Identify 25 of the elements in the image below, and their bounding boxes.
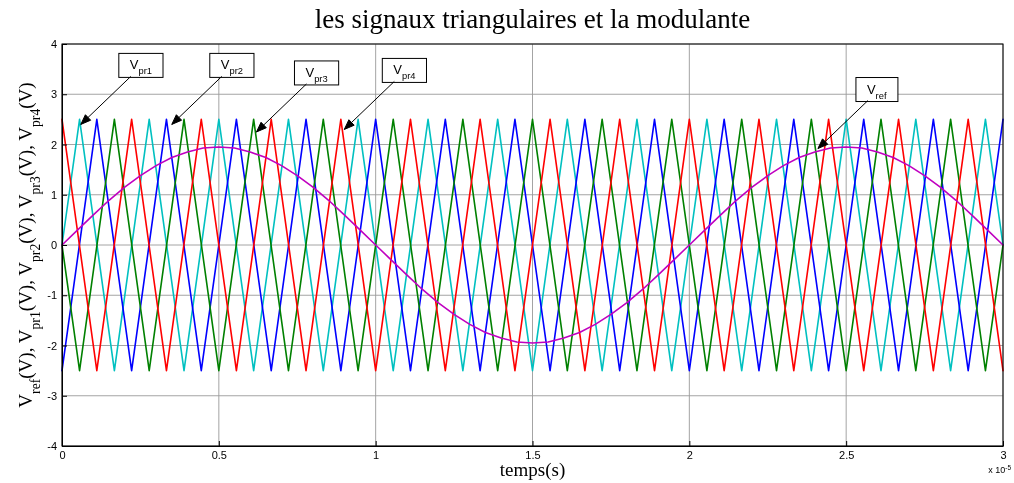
y-tick-label: 3	[50, 88, 57, 101]
y-tick-label: 4	[50, 38, 57, 51]
line-series	[61, 146, 1004, 344]
x-tick-label: 2.5	[839, 448, 855, 461]
annotation: V$_{pr2}$	[220, 57, 243, 77]
annotation: V$_{pr1}$	[129, 57, 153, 77]
x-tick-label: 1	[373, 448, 380, 461]
x-tick-label: 2	[686, 448, 693, 461]
y-tick-label: 0	[50, 239, 57, 252]
chart-title: les signaux triangulaires et la modulante	[314, 4, 751, 34]
x-tick-label: 1.5	[525, 448, 541, 461]
x-tick-label: 0	[59, 448, 66, 461]
x-axis-title: temps(s)	[499, 459, 566, 481]
x-tick-label: 0.5	[211, 448, 227, 461]
annotation: V$_{pr4}$	[393, 62, 416, 82]
annotation: V$_{pr3}$	[305, 64, 328, 84]
x-tick-label: 3	[1000, 448, 1007, 461]
y-tick-label: -3	[47, 389, 57, 402]
y-tick-label: -4	[47, 440, 57, 453]
y-tick-label: -2	[47, 339, 57, 352]
text: x 10$^{-5}$	[988, 463, 1012, 475]
y-tick-label: -1	[47, 289, 57, 302]
y-tick-label: 2	[50, 138, 57, 151]
y-tick-label: 1	[50, 188, 57, 201]
annotation: V$_{ref}$	[866, 81, 887, 101]
